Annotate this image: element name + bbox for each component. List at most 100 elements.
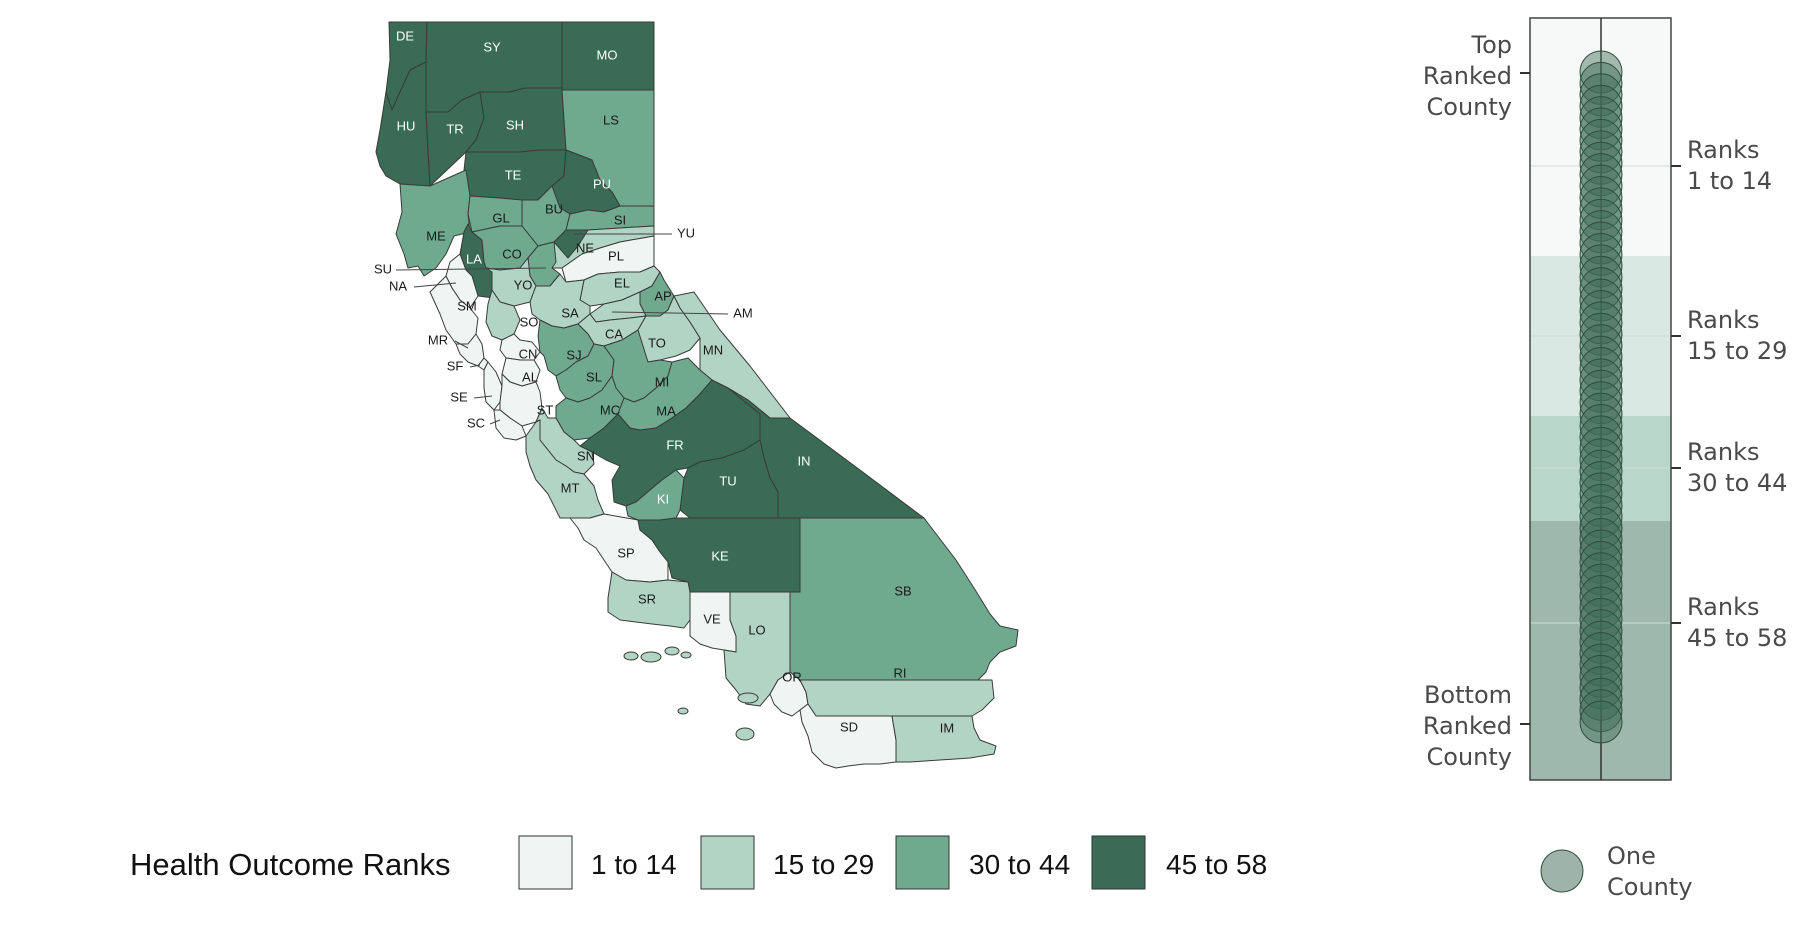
county-rank-dot: [1579, 312, 1623, 356]
bottom-ranked-label-line: County: [1427, 743, 1512, 771]
county-rank-dot: [1579, 540, 1623, 584]
band-label-2-line: 15 to 29: [1687, 337, 1787, 365]
leader-line-sf: [469, 364, 481, 368]
county-label-ls: LS: [603, 112, 619, 127]
county-rank-dot: [1579, 529, 1623, 573]
county-label-gl: GL: [492, 210, 509, 225]
county-lo: [723, 591, 791, 707]
county-label-sb: SB: [894, 583, 911, 598]
county-label-sn: SN: [577, 448, 595, 463]
county-label-co: CO: [502, 246, 522, 261]
legend-dot-label: One: [1607, 842, 1656, 870]
county-label-hu: HU: [397, 118, 416, 133]
county-rank-dot: [1579, 586, 1623, 630]
bottom-ranked-label-line: Bottom: [1424, 681, 1512, 709]
county-label-to: TO: [648, 335, 666, 350]
county-label-sd: SD: [840, 719, 858, 734]
top-ranked-label-line: County: [1427, 93, 1512, 121]
county-rank-dot: [1579, 552, 1623, 596]
band-label-4-line: Ranks: [1687, 593, 1759, 621]
county-label-sc: SC: [467, 415, 485, 430]
county-rank-dot: [1579, 632, 1623, 676]
county-label-ca: CA: [605, 326, 623, 341]
bottom-ranked-label-line: Ranked: [1423, 712, 1512, 740]
legend-label-4: 45 to 58: [1166, 849, 1267, 880]
leader-line-sc: [489, 419, 501, 425]
county-label-sl: SL: [586, 369, 602, 384]
leader-line-se: [473, 395, 493, 399]
county-label-tu: TU: [719, 473, 736, 488]
county-rank-dot: [1579, 689, 1623, 733]
county-rank-dot: [1579, 73, 1623, 117]
county-rank-dot: [1579, 301, 1623, 345]
county-label-bu: BU: [545, 201, 563, 216]
county-label-yu: YU: [677, 225, 695, 240]
legend-dot-label: County: [1607, 873, 1692, 901]
county-label-tr: TR: [446, 121, 463, 136]
county-label-na: NA: [389, 278, 407, 293]
county-rank-dot: [1579, 449, 1623, 493]
legend-swatch-2: [700, 835, 755, 890]
county-label-ap: AP: [654, 288, 671, 303]
county-label-sp: SP: [617, 545, 634, 560]
county-rank-dot: [1579, 666, 1623, 710]
county-rank-dot: [1579, 563, 1623, 607]
county-rank-dot: [1579, 643, 1623, 687]
county-rank-dot: [1579, 620, 1623, 664]
county-label-yo: YO: [514, 277, 533, 292]
island: [623, 651, 639, 661]
band-label-3-line: 30 to 44: [1687, 469, 1787, 497]
leader-line-mr: [454, 340, 469, 349]
county-rank-dot: [1579, 654, 1623, 698]
legend-swatch-4: [1091, 835, 1146, 890]
legend-swatch-1: [518, 835, 573, 890]
county-label-im: IM: [940, 720, 954, 735]
county-rank-dot: [1579, 609, 1623, 653]
county-im: [891, 715, 997, 763]
county-label-pl: PL: [608, 248, 624, 263]
county-label-sm: SM: [457, 298, 477, 313]
legend-title: Health Outcome Ranks: [130, 847, 450, 882]
county-label-am: AM: [733, 305, 753, 320]
county-rank-dot: [1579, 289, 1623, 333]
county-label-ne: NE: [576, 240, 594, 255]
county-label-ri: RI: [894, 665, 907, 680]
county-sm: [429, 275, 479, 345]
county-layer: [375, 21, 1019, 769]
county-rank-dot: [1579, 700, 1623, 744]
county-rank-dot: [1579, 677, 1623, 721]
rank-strip: Top Ranked County Bottom Ranked County Ranks 1 …: [1423, 17, 1787, 781]
county-rank-dot: [1579, 495, 1623, 539]
county-rank-dot: [1579, 392, 1623, 436]
county-rank-dot: [1579, 164, 1623, 208]
county-rank-dot: [1579, 483, 1623, 527]
top-ranked-label-line: Top: [1471, 31, 1513, 59]
county-rank-dot: [1579, 61, 1623, 105]
county-rank-dot: [1579, 107, 1623, 151]
county-label-mt: MT: [561, 480, 580, 495]
county-rank-dot: [1579, 369, 1623, 413]
county-label-de: DE: [396, 28, 414, 43]
island: [735, 727, 755, 741]
county-label-mn: MN: [703, 342, 723, 357]
county-rank-dot: [1579, 324, 1623, 368]
county-rank-dot: [1579, 153, 1623, 197]
county-rank-dot: [1579, 597, 1623, 641]
county-rank-dot: [1579, 346, 1623, 390]
county-sr: [607, 571, 691, 629]
county-label-sf: SF: [447, 358, 464, 373]
county-rank-dot: [1579, 426, 1623, 470]
county-label-or: OR: [782, 669, 802, 684]
county-label-te: TE: [505, 167, 522, 182]
county-label-fr: FR: [666, 437, 683, 452]
island: [680, 651, 692, 659]
county-rank-dot: [1579, 221, 1623, 265]
band-label-4-line: 45 to 58: [1687, 624, 1787, 652]
county-rank-dot: [1579, 50, 1623, 94]
county-label-ve: VE: [703, 611, 721, 626]
county-label-st: ST: [537, 402, 554, 417]
county-label-ma: MA: [656, 403, 676, 418]
county-rank-dot: [1579, 118, 1623, 162]
island: [737, 692, 759, 704]
